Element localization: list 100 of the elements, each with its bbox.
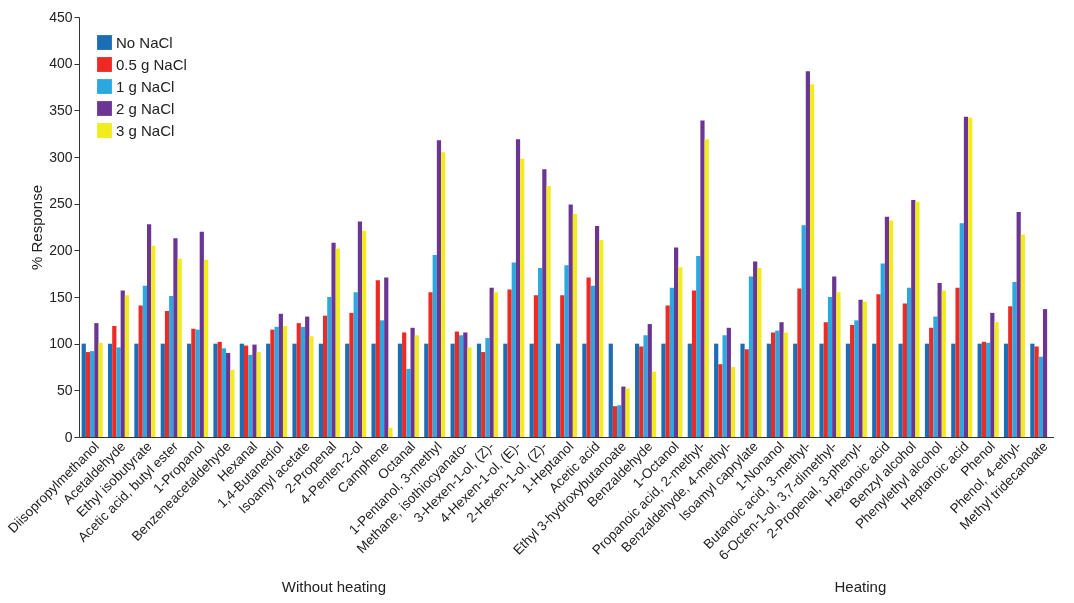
bar	[704, 139, 709, 437]
legend-label: 1 g NaCl	[116, 77, 175, 95]
bar	[424, 343, 429, 437]
bar	[845, 343, 851, 437]
bar	[937, 283, 942, 437]
bar	[278, 313, 283, 437]
bar	[318, 343, 324, 437]
bar	[862, 301, 867, 437]
bar	[726, 327, 731, 437]
bar	[542, 169, 547, 437]
bar	[282, 325, 288, 437]
bar	[714, 343, 719, 437]
bar	[1020, 234, 1026, 437]
bar	[1030, 343, 1035, 437]
bar	[81, 343, 86, 437]
bar	[674, 247, 679, 437]
bar	[766, 343, 771, 437]
bar	[406, 368, 411, 437]
y-axis-title: % Response	[28, 184, 46, 271]
bar	[687, 343, 692, 437]
bar	[986, 342, 991, 437]
bar	[902, 303, 907, 437]
bar	[590, 285, 595, 437]
bar	[274, 326, 279, 437]
bar	[503, 343, 508, 437]
bar	[493, 292, 498, 437]
bar	[520, 158, 525, 437]
bar	[1008, 306, 1013, 437]
bar	[138, 305, 143, 437]
bar	[854, 320, 859, 437]
bar	[345, 343, 350, 437]
legend-label: No NaCl	[116, 33, 173, 51]
y-tick-label: 150	[49, 288, 73, 305]
y-tick-label: 450	[49, 8, 73, 25]
bar	[164, 311, 170, 437]
y-tick-label: 400	[49, 55, 73, 72]
bar	[572, 213, 578, 437]
legend-label: 2 g NaCl	[116, 99, 175, 117]
bar	[454, 331, 459, 437]
bar	[805, 71, 810, 437]
text: Heating	[834, 578, 887, 595]
bar	[748, 276, 754, 437]
legend-label: 0.5 g NaCl	[116, 55, 187, 73]
bar	[323, 315, 328, 437]
bar	[481, 352, 486, 437]
bar	[955, 287, 960, 437]
bar	[560, 295, 565, 437]
bar	[256, 352, 261, 437]
bar	[146, 224, 152, 437]
bar	[898, 343, 903, 437]
bar	[270, 329, 275, 437]
bar	[239, 343, 244, 437]
bar	[990, 312, 995, 437]
bar	[533, 295, 539, 437]
bar	[384, 277, 389, 437]
bar	[753, 261, 758, 437]
bar	[436, 140, 442, 437]
bar	[783, 332, 788, 437]
bar	[1042, 309, 1048, 437]
bar	[599, 240, 604, 437]
bar	[718, 364, 723, 437]
bar	[850, 325, 855, 437]
bar	[1016, 212, 1021, 437]
bar	[994, 322, 999, 437]
bar	[911, 199, 916, 437]
bar	[568, 204, 573, 437]
bar	[915, 201, 920, 437]
bar	[793, 343, 798, 437]
bar	[124, 295, 130, 437]
bar	[112, 325, 117, 437]
bar	[968, 117, 973, 437]
bar	[248, 354, 253, 437]
bar	[665, 305, 670, 437]
y-tick-label: 100	[49, 335, 73, 352]
bar	[414, 335, 419, 437]
bar	[700, 120, 705, 437]
bar	[160, 343, 165, 437]
bar	[428, 292, 433, 437]
bar	[85, 352, 91, 437]
bar	[485, 338, 490, 437]
bar	[1038, 356, 1043, 437]
bar	[876, 294, 881, 437]
bar	[836, 292, 841, 437]
bar	[151, 245, 156, 437]
bar	[823, 322, 828, 437]
bar	[169, 296, 174, 437]
bar	[801, 225, 806, 437]
bar	[397, 343, 403, 437]
bar	[507, 289, 512, 437]
bar	[94, 323, 99, 437]
bar	[884, 216, 890, 437]
bar	[744, 349, 749, 437]
bar	[195, 329, 200, 437]
bar	[305, 316, 310, 437]
text: Without heating	[281, 578, 386, 595]
bar	[357, 221, 363, 437]
bar	[353, 292, 358, 437]
bar	[647, 324, 652, 437]
bar	[187, 343, 192, 437]
bar	[827, 297, 833, 437]
